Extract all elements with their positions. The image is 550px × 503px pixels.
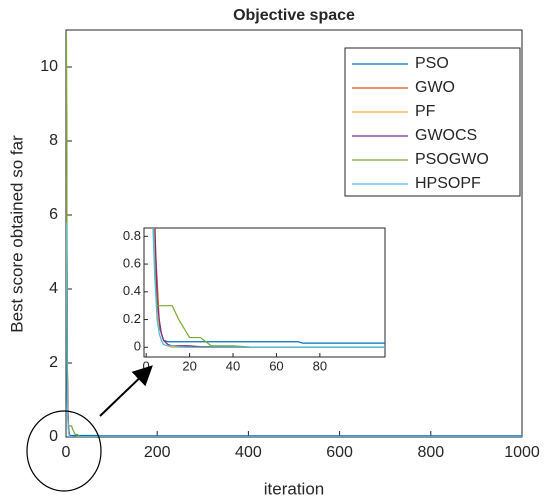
legend-label: HPSOPF [415,175,481,192]
chart-title: Objective space [233,7,355,24]
zoom-arrow [99,365,153,417]
y-tick-label: 0.4 [123,283,141,298]
inset-background [144,228,385,357]
y-tick-label: 0 [49,428,58,445]
x-tick-label: 1000 [504,444,540,461]
y-tick-label: 4 [49,280,58,297]
x-tick-label: 0 [62,444,71,461]
x-axis-label: iteration [264,479,324,498]
legend-box [344,47,521,197]
legend-label: PSO [415,55,449,72]
y-tick-label: 6 [49,206,58,223]
y-tick-label: 0.2 [123,311,141,326]
series-line [66,222,522,437]
x-tick-label: 600 [326,444,353,461]
x-tick-label: 20 [182,358,196,373]
y-tick-label: 0.6 [123,256,141,271]
x-tick-label: 80 [313,358,327,373]
y-axis-label: Best score obtained so far [7,135,26,333]
axes-box [143,227,386,358]
series-line [152,228,385,348]
legend-label: GWOCS [415,127,477,144]
x-tick-label: 60 [269,358,283,373]
y-tick-label: 2 [49,354,58,371]
x-tick-label: 40 [226,358,240,373]
y-tick-label: 10 [40,58,58,75]
x-tick-label: 800 [417,444,444,461]
legend-label: GWO [415,79,455,96]
y-tick-label: 0.8 [123,228,141,243]
x-tick-label: 200 [144,444,171,461]
x-tick-label: 400 [235,444,262,461]
legend-label: PF [415,103,436,120]
highlight-ellipse [26,410,102,492]
y-tick-label: 0 [134,339,141,354]
y-tick-label: 8 [49,132,58,149]
legend-label: PSOGWO [415,151,489,168]
